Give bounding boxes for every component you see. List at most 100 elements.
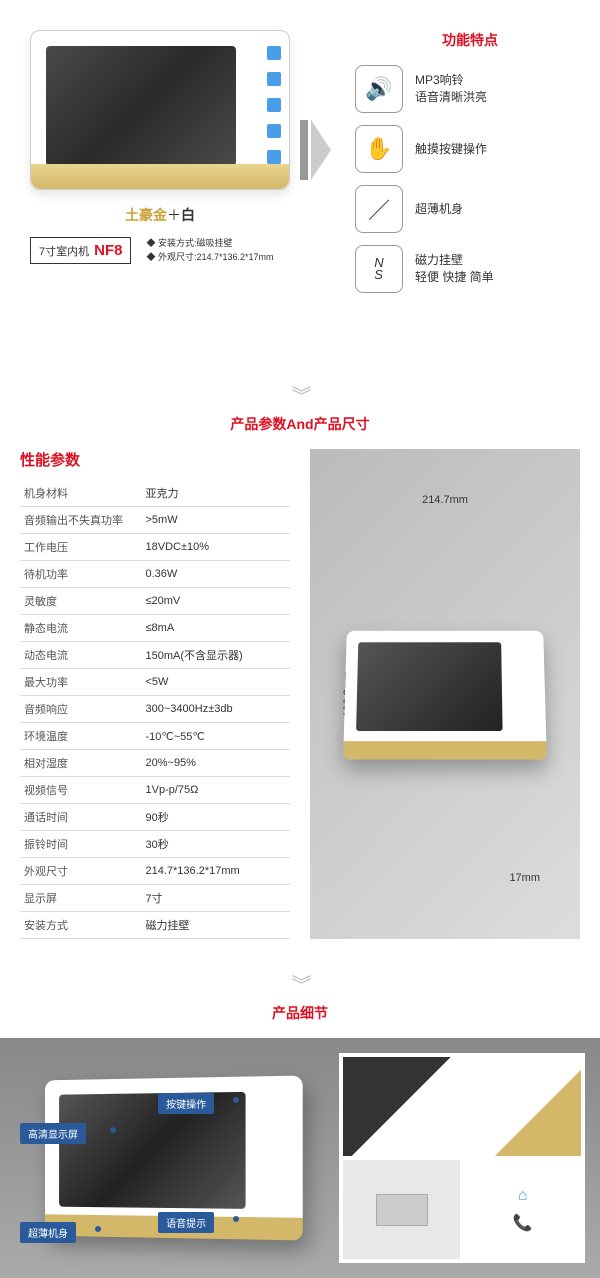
spec-label: 振铃时间 bbox=[20, 831, 142, 858]
spec-value: 亚克力 bbox=[142, 480, 291, 507]
spec-value: ≤20mV bbox=[142, 588, 291, 615]
spec-label: 静态电流 bbox=[20, 615, 142, 642]
params-section-title: 产品参数And产品尺寸 bbox=[0, 414, 600, 434]
arrow-icon bbox=[300, 120, 331, 180]
spec-row: 外观尺寸214.7*136.2*17mm bbox=[20, 858, 290, 885]
model-prefix: 7寸室内机 bbox=[39, 243, 89, 259]
spec-value: 214.7*136.2*17mm bbox=[142, 858, 291, 885]
spec-label: 机身材料 bbox=[20, 480, 142, 507]
feature-text: 超薄机身 bbox=[415, 201, 463, 218]
dim-depth-label: 17mm bbox=[509, 872, 540, 884]
spec-title: 性能参数 bbox=[20, 449, 290, 470]
spec-row: 振铃时间30秒 bbox=[20, 831, 290, 858]
spec-value: 20%~95% bbox=[142, 750, 291, 777]
spec-label: 环境温度 bbox=[20, 723, 142, 750]
model-code: NF8 bbox=[94, 242, 122, 259]
spec-value: >5mW bbox=[142, 507, 291, 534]
spec-row: 音频输出不失真功率>5mW bbox=[20, 507, 290, 534]
hero-section: 土豪金＋白 7寸室内机 NF8 ◆ 安装方式:磁吸挂壁 ◆ 外观尺寸:214.7… bbox=[0, 0, 600, 370]
spec-row: 机身材料亚克力 bbox=[20, 480, 290, 507]
spec-label: 相对湿度 bbox=[20, 750, 142, 777]
model-row: 7寸室内机 NF8 ◆ 安装方式:磁吸挂壁 ◆ 外观尺寸:214.7*136.2… bbox=[30, 237, 290, 264]
params-title-2: 产品尺寸 bbox=[314, 416, 370, 432]
spec-label: 音频响应 bbox=[20, 696, 142, 723]
phone-icon: 📞 bbox=[513, 1213, 533, 1233]
spec-row: 环境温度-10℃~55℃ bbox=[20, 723, 290, 750]
params-title-and: And bbox=[286, 416, 313, 432]
spec-row: 视频信号1Vp-p/75Ω bbox=[20, 777, 290, 804]
color-plus: ＋ bbox=[167, 207, 181, 223]
feature-item: NS磁力挂壁轻便 快捷 简单 bbox=[355, 245, 585, 293]
feature-item: ／超薄机身 bbox=[355, 185, 585, 233]
model-badge: 7寸室内机 NF8 bbox=[30, 237, 131, 264]
divider-chevron-icon: ︾ bbox=[0, 380, 600, 409]
detail-grid: ⌂ 📞 bbox=[339, 1053, 585, 1263]
dimensions-image: 214.7mm 136.2mm 17mm bbox=[310, 449, 580, 939]
spec-value: ≤8mA bbox=[142, 615, 291, 642]
spec-row: 通话时间90秒 bbox=[20, 804, 290, 831]
device-side-icons bbox=[267, 46, 281, 164]
spec-value: 1Vp-p/75Ω bbox=[142, 777, 291, 804]
feature-icon: NS bbox=[355, 245, 403, 293]
spec-label: 待机功率 bbox=[20, 561, 142, 588]
feature-text: MP3响铃语音清晰洪亮 bbox=[415, 72, 487, 106]
spec-label: 最大功率 bbox=[20, 669, 142, 696]
detail-title: 产品细节 bbox=[272, 1005, 328, 1021]
detail-cell-screen bbox=[343, 1057, 460, 1156]
install-info: ◆ 安装方式:磁吸挂壁 ◆ 外观尺寸:214.7*136.2*17mm bbox=[146, 237, 273, 264]
product-color-label: 土豪金＋白 bbox=[30, 205, 290, 225]
feature-item: ✋ 触摸按键操作 bbox=[355, 125, 585, 173]
spec-row: 动态电流150mA(不含显示器) bbox=[20, 642, 290, 669]
spec-value: -10℃~55℃ bbox=[142, 723, 291, 750]
home-icon: ⌂ bbox=[518, 1187, 528, 1205]
callout-screen: 高清显示屏 bbox=[20, 1123, 86, 1144]
spec-value: 300~3400Hz±3db bbox=[142, 696, 291, 723]
spec-row: 工作电压18VDC±10% bbox=[20, 534, 290, 561]
feature-icon: 🔊 bbox=[355, 65, 403, 113]
color-gold: 土豪金 bbox=[125, 207, 167, 223]
divider-chevron-icon: ︾ bbox=[0, 969, 600, 998]
details-section: 高清显示屏 超薄机身 按键操作 语音提示 ⌂ 📞 bbox=[0, 1038, 600, 1278]
spec-value: <5W bbox=[142, 669, 291, 696]
features-panel: 功能特点 🔊 MP3响铃语音清晰洪亮 ✋ 触摸按键操作 ／超薄机身 NS磁力挂壁轻便 快捷… bbox=[355, 30, 585, 305]
spec-label: 视频信号 bbox=[20, 777, 142, 804]
feature-text: 触摸按键操作 bbox=[415, 141, 487, 158]
callout-slim: 超薄机身 bbox=[20, 1222, 76, 1243]
feature-item: 🔊 MP3响铃语音清晰洪亮 bbox=[355, 65, 585, 113]
install-line1: ◆ 安装方式:磁吸挂壁 bbox=[146, 237, 273, 251]
detail-cell-edge bbox=[464, 1057, 581, 1156]
spec-label: 音频输出不失真功率 bbox=[20, 507, 142, 534]
dim-width-label: 214.7mm bbox=[422, 494, 468, 506]
params-title-1: 产品参数 bbox=[230, 416, 286, 432]
spec-label: 动态电流 bbox=[20, 642, 142, 669]
install-line2: ◆ 外观尺寸:214.7*136.2*17mm bbox=[146, 251, 273, 265]
spec-value: 7寸 bbox=[142, 885, 291, 912]
callout-buttons: 按键操作 bbox=[158, 1093, 214, 1114]
callout-voice: 语音提示 bbox=[158, 1212, 214, 1233]
spec-label: 灵敏度 bbox=[20, 588, 142, 615]
spec-row: 安装方式磁力挂壁 bbox=[20, 912, 290, 939]
device-mockup bbox=[30, 30, 290, 190]
detail-section-title: 产品细节 bbox=[0, 1003, 600, 1023]
spec-label: 工作电压 bbox=[20, 534, 142, 561]
device-screen bbox=[46, 46, 236, 166]
spec-row: 静态电流≤8mA bbox=[20, 615, 290, 642]
spec-label: 通话时间 bbox=[20, 804, 142, 831]
spec-row: 最大功率<5W bbox=[20, 669, 290, 696]
spec-label: 安装方式 bbox=[20, 912, 142, 939]
detail-cell-back bbox=[343, 1160, 460, 1259]
spec-row: 相对湿度20%~95% bbox=[20, 750, 290, 777]
detail-device-box: 高清显示屏 超薄机身 按键操作 语音提示 bbox=[15, 1053, 324, 1263]
spec-table: 机身材料亚克力音频输出不失真功率>5mW工作电压18VDC±10%待机功率0.3… bbox=[20, 480, 290, 939]
feature-icon: ✋ bbox=[355, 125, 403, 173]
spec-row: 灵敏度≤20mV bbox=[20, 588, 290, 615]
spec-row: 显示屏7寸 bbox=[20, 885, 290, 912]
spec-row: 音频响应300~3400Hz±3db bbox=[20, 696, 290, 723]
spec-value: 30秒 bbox=[142, 831, 291, 858]
spec-value: 0.36W bbox=[142, 561, 291, 588]
specs-section: 性能参数 机身材料亚克力音频输出不失真功率>5mW工作电压18VDC±10%待机… bbox=[0, 449, 600, 959]
spec-value: 90秒 bbox=[142, 804, 291, 831]
dim-device-mockup bbox=[343, 631, 547, 760]
product-image-box: 土豪金＋白 7寸室内机 NF8 ◆ 安装方式:磁吸挂壁 ◆ 外观尺寸:214.7… bbox=[30, 30, 290, 264]
features-title: 功能特点 bbox=[355, 30, 585, 50]
